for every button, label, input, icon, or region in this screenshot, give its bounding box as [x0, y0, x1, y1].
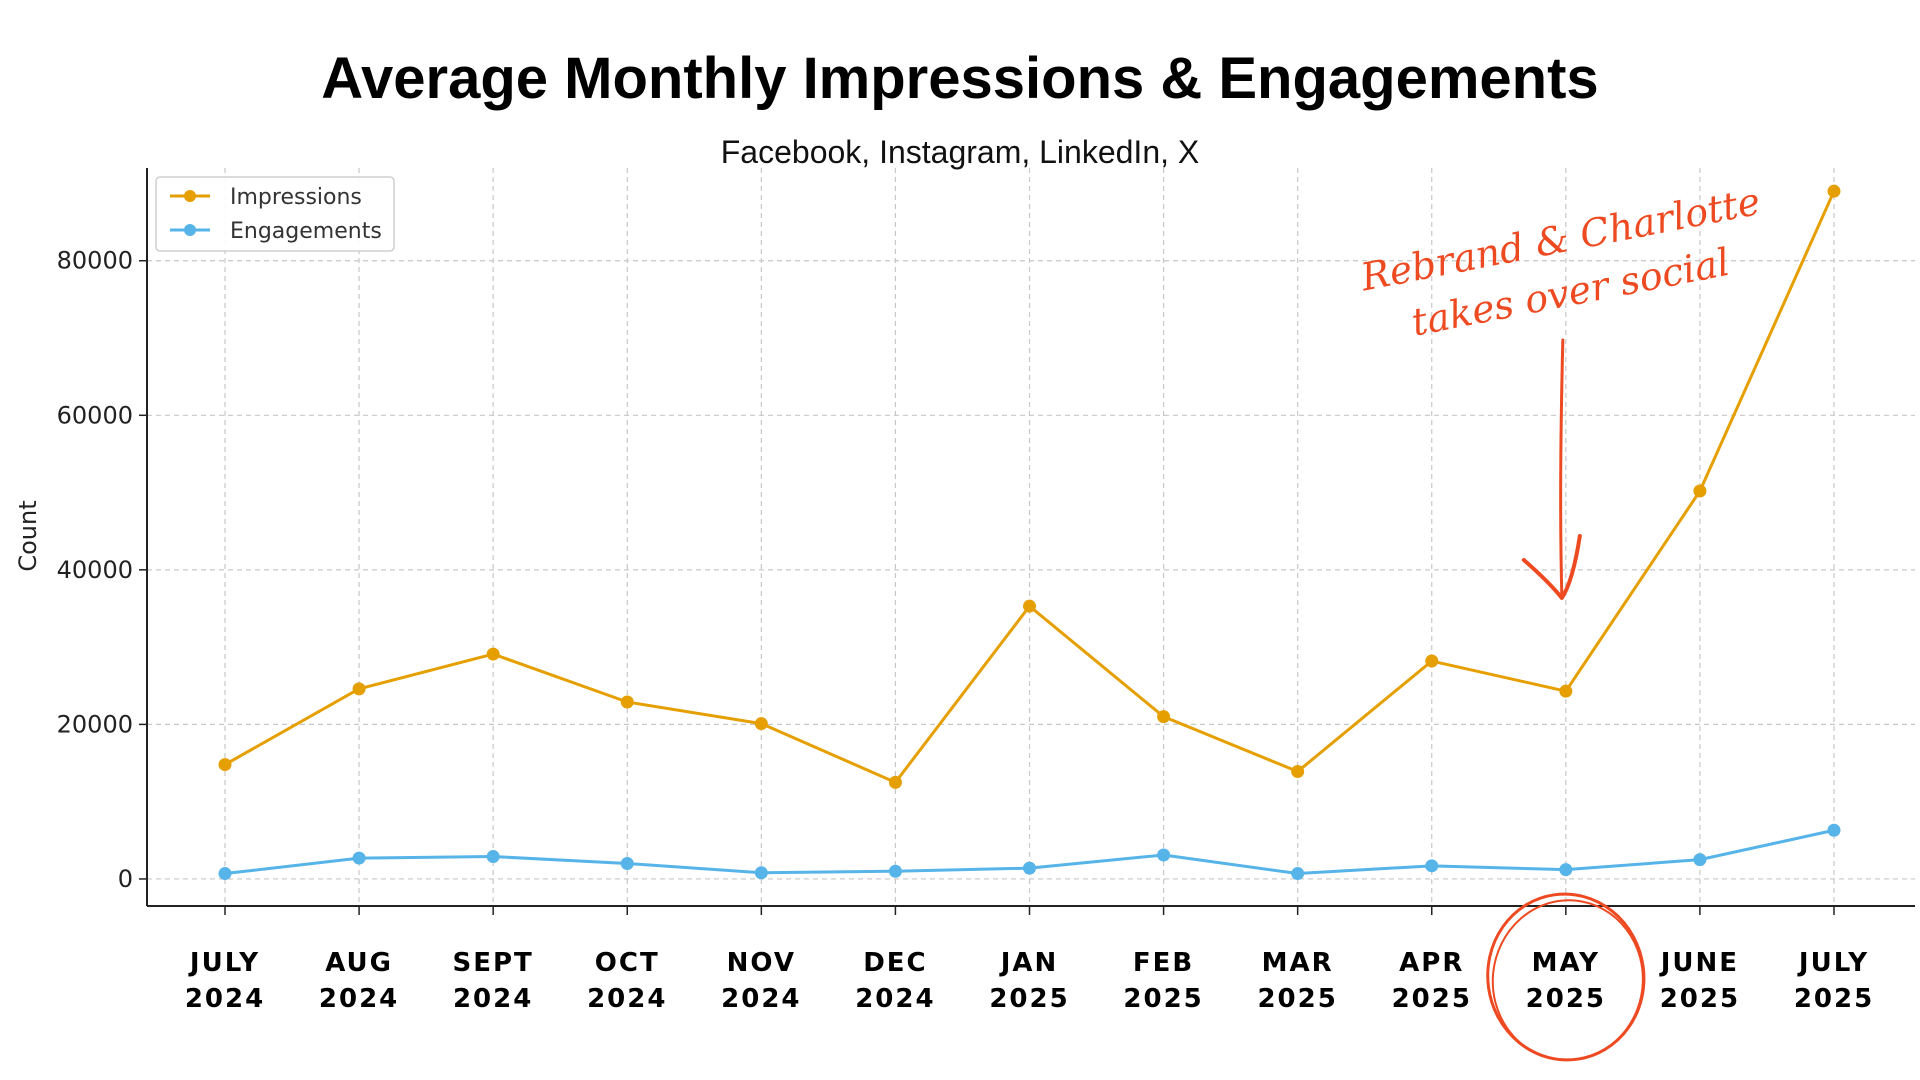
- x-ticks: JULY 2024 AUG 2024 SEPT 2024 OCT 2024 NOV 2024 DEC…: [185, 906, 1874, 1014]
- x-tick-label: 2024: [721, 984, 801, 1014]
- data-point-impressions: [1827, 184, 1841, 198]
- highlight-circle-stroke: [1491, 899, 1644, 1062]
- data-point-engagements: [1023, 861, 1036, 875]
- y-tick-label: 60000: [57, 401, 133, 429]
- y-tick-label: 0: [118, 865, 133, 893]
- x-tick-label: APR: [1399, 948, 1464, 978]
- chart-title: Average Monthly Impressions & Engagement…: [321, 46, 1598, 111]
- x-tick-label: 2025: [1526, 984, 1606, 1014]
- x-tick-label: 2024: [855, 984, 935, 1014]
- data-point-engagements: [486, 850, 500, 864]
- data-point-impressions: [888, 775, 902, 789]
- x-tick-label: JAN: [999, 948, 1059, 978]
- legend-box: [155, 176, 395, 252]
- x-tick-label: 2024: [587, 984, 667, 1014]
- data-point-engagements: [218, 867, 232, 881]
- x-tick-label: JUNE: [1659, 948, 1739, 978]
- grid: [147, 168, 1915, 906]
- x-tick-label: 2025: [1392, 984, 1472, 1014]
- data-point-impressions: [754, 717, 768, 731]
- data-point-engagements: [1827, 823, 1841, 837]
- legend-label: Impressions: [230, 185, 362, 210]
- data-point-impressions: [1693, 484, 1707, 498]
- x-tick-label: JULY: [1797, 948, 1869, 978]
- x-tick-label: JULY: [188, 948, 260, 978]
- data-point-impressions: [620, 695, 634, 709]
- x-tick-label: SEPT: [453, 948, 534, 978]
- data-point-impressions: [486, 647, 500, 661]
- data-point-engagements: [620, 856, 634, 870]
- data-point-impressions: [352, 682, 366, 696]
- annotation-arrow-shaft: [1559, 338, 1565, 598]
- x-tick-label: MAR: [1262, 948, 1334, 978]
- data-point-impressions: [1157, 710, 1171, 724]
- data-point-impressions: [1023, 599, 1036, 613]
- annotation-arrow-head: [1521, 534, 1582, 600]
- data-point-impressions: [1425, 654, 1439, 668]
- chart-subtitle: Facebook, Instagram, LinkedIn, X: [721, 134, 1199, 170]
- x-tick-label: 2025: [989, 984, 1069, 1014]
- data-point-impressions: [218, 758, 232, 772]
- x-tick-label: AUG: [325, 948, 393, 978]
- x-tick-label: 2024: [185, 984, 265, 1014]
- legend-label: Engagements: [230, 219, 382, 244]
- legend: Impressions Engagements: [155, 176, 395, 252]
- x-tick-label: 2025: [1794, 984, 1874, 1014]
- x-tick-label: 2024: [453, 984, 533, 1014]
- annotation: Rebrand & Charlotte takes over social: [1356, 179, 1764, 1062]
- y-tick-label: 80000: [57, 247, 133, 275]
- data-point-impressions: [1559, 684, 1573, 698]
- data-point-engagements: [1693, 853, 1707, 867]
- data-point-engagements: [888, 864, 902, 878]
- x-tick-label: OCT: [595, 948, 660, 978]
- x-tick-label: 2025: [1123, 984, 1203, 1014]
- data-point-engagements: [1157, 848, 1171, 862]
- legend-marker: [184, 224, 196, 236]
- data-point-engagements: [1291, 867, 1305, 881]
- axes: [146, 168, 1915, 907]
- data-point-engagements: [1559, 863, 1573, 877]
- x-tick-label: FEB: [1133, 948, 1194, 978]
- x-tick-label: 2025: [1257, 984, 1337, 1014]
- x-tick-label: MAY: [1532, 948, 1600, 978]
- x-tick-label: 2025: [1660, 984, 1740, 1014]
- data-point-impressions: [1291, 765, 1305, 779]
- y-tick-label: 20000: [57, 710, 133, 738]
- y-axis-label: Count: [14, 500, 42, 571]
- y-tick-label: 40000: [57, 556, 133, 584]
- legend-marker: [184, 190, 196, 202]
- data-point-engagements: [352, 851, 366, 865]
- series: [218, 184, 1841, 881]
- x-tick-label: 2024: [319, 984, 399, 1014]
- x-tick-label: DEC: [863, 948, 927, 978]
- data-point-engagements: [1425, 859, 1439, 873]
- x-tick-label: NOV: [727, 948, 796, 978]
- y-ticks: 0 20000 40000 60000 80000: [57, 247, 147, 893]
- data-point-engagements: [754, 866, 768, 880]
